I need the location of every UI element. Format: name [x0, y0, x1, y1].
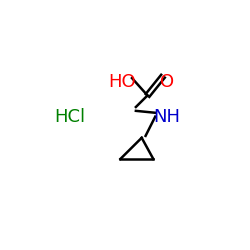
Text: HCl: HCl: [54, 108, 86, 126]
Text: NH: NH: [154, 108, 180, 126]
Text: O: O: [160, 73, 174, 91]
Text: HO: HO: [108, 73, 136, 91]
